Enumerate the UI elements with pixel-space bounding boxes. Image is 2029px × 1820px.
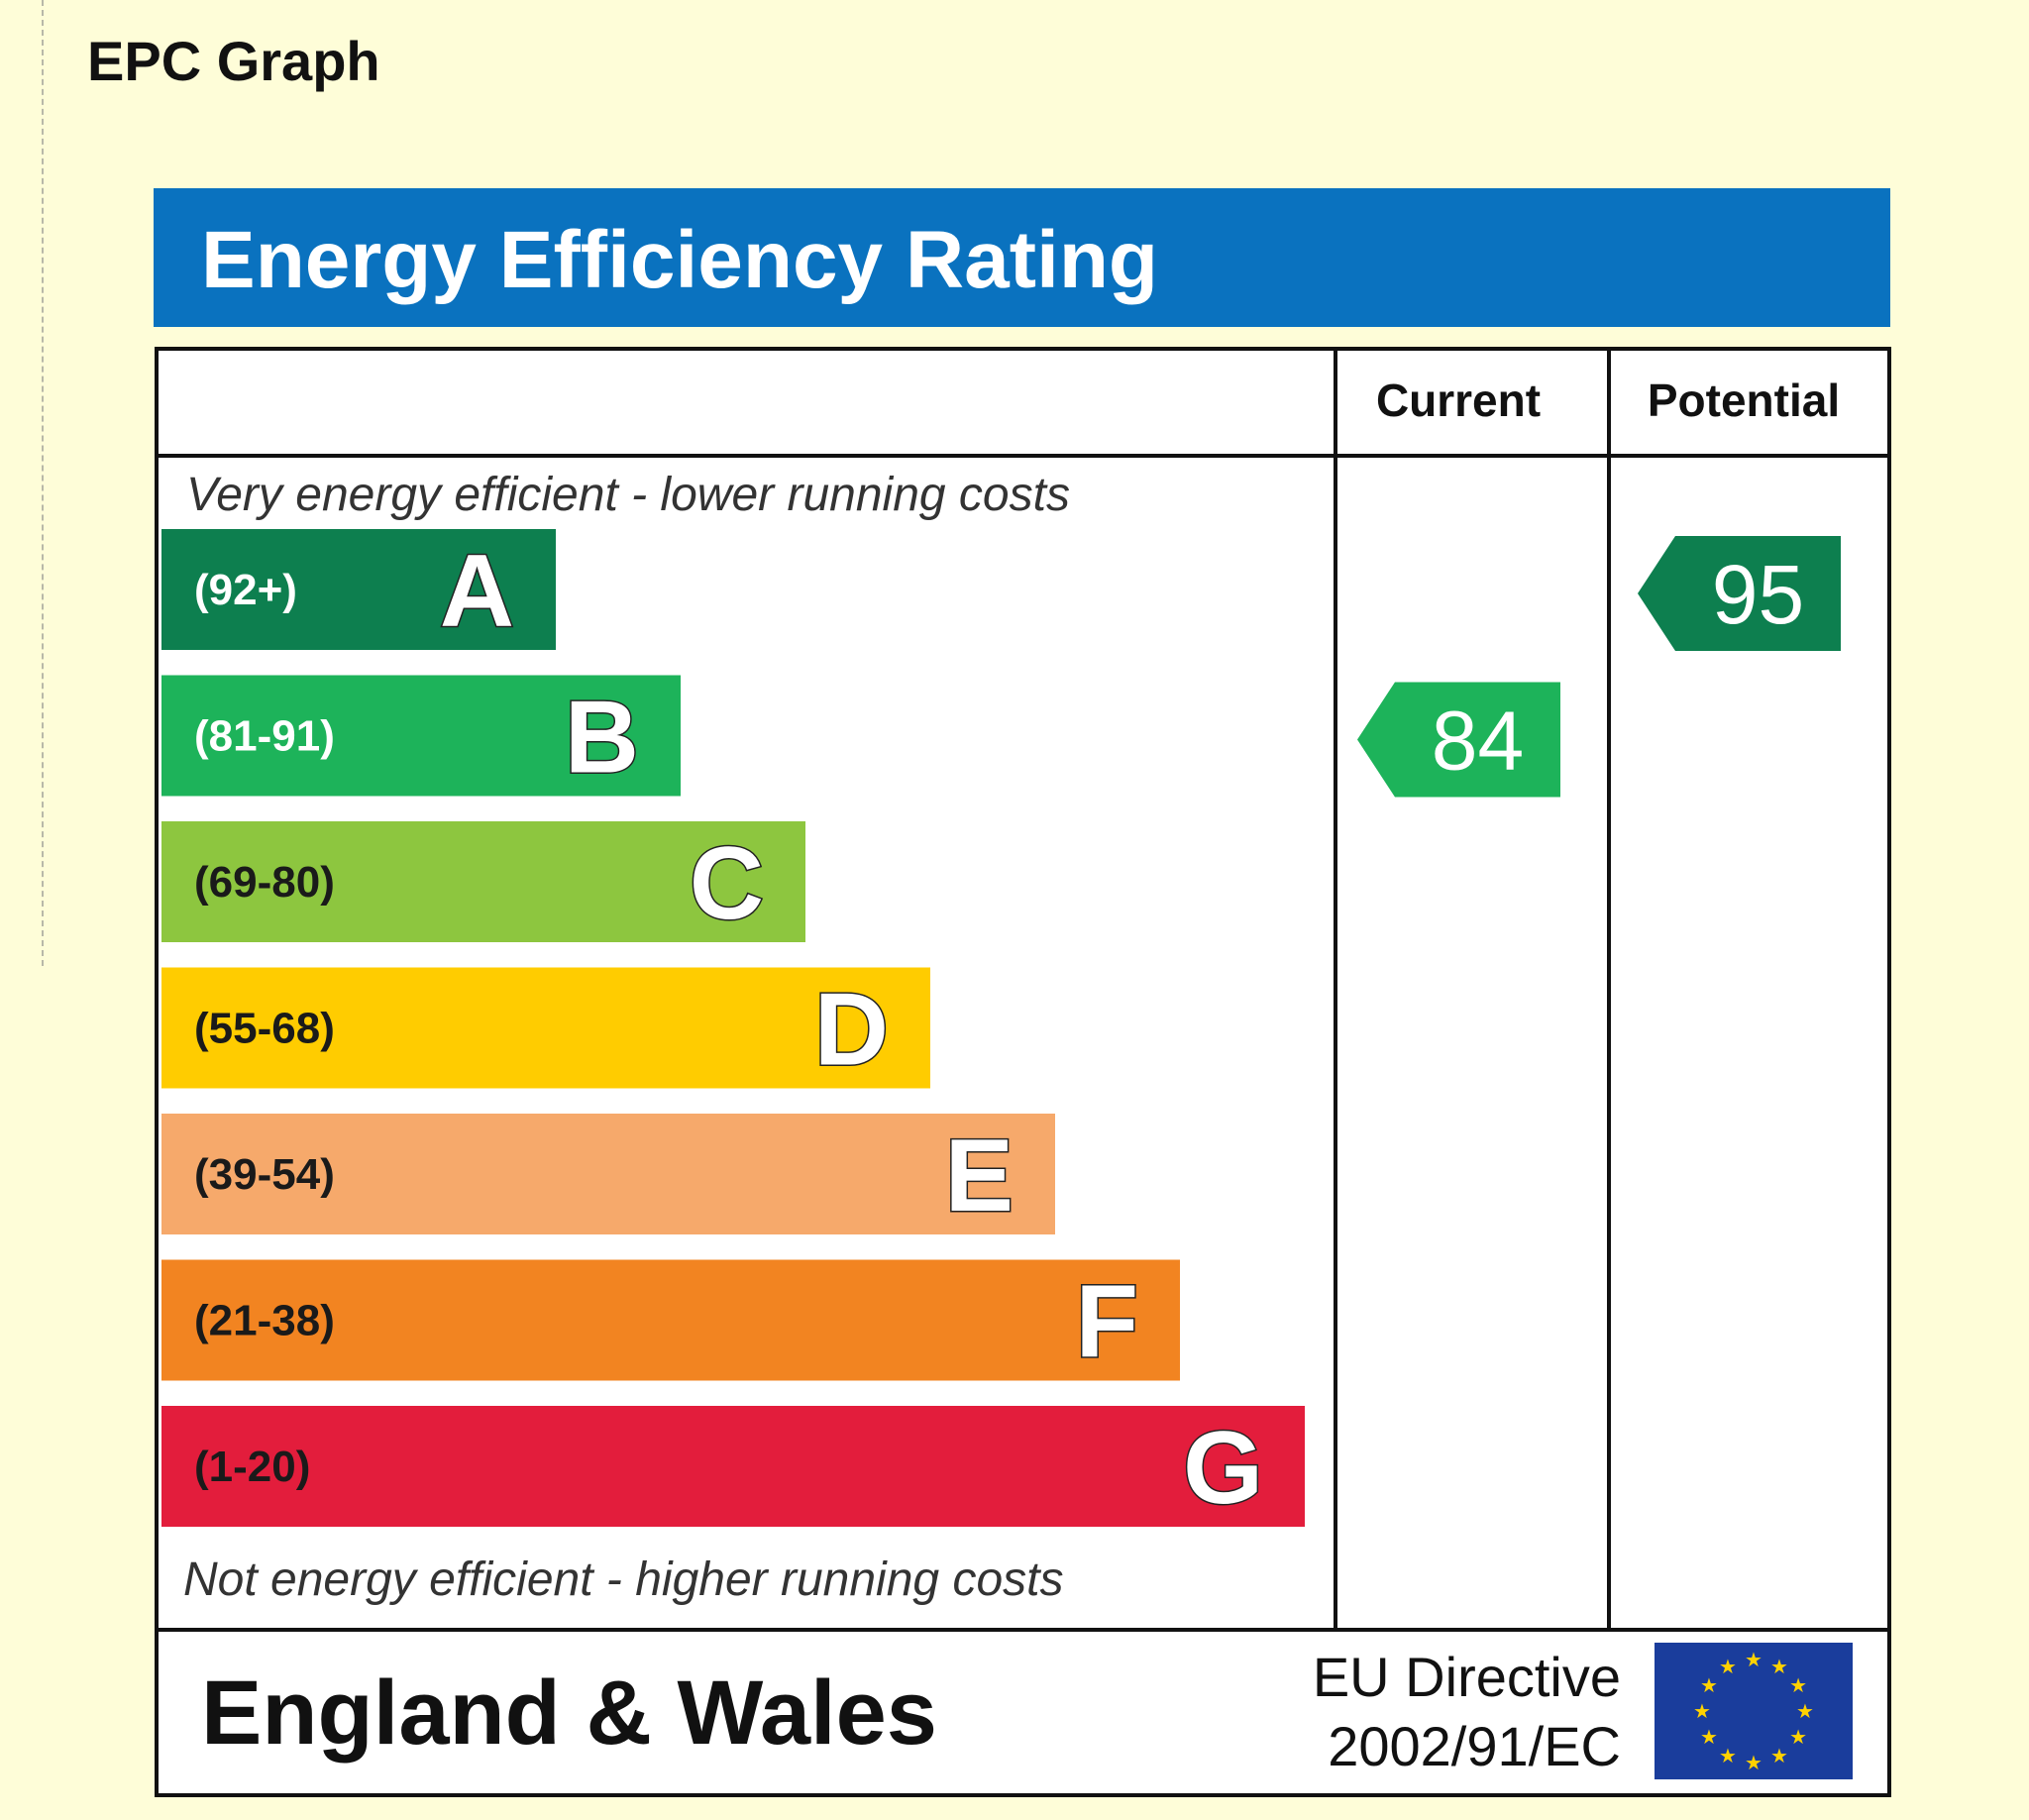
band-bar-c <box>161 821 805 942</box>
band-bar-d <box>161 967 930 1089</box>
region-label: England & Wales <box>201 1662 937 1764</box>
band-bar-b <box>161 675 681 797</box>
eu-star-icon: ★ <box>1789 1725 1807 1749</box>
rating-value-potential: 95 <box>1712 548 1804 641</box>
eu-star-icon: ★ <box>1770 1655 1788 1678</box>
bottom-note: Not energy efficient - higher running co… <box>183 1553 1063 1606</box>
band-range-g: (1-20) <box>194 1443 310 1491</box>
rating-arrows: 84 95 <box>1357 536 1841 798</box>
band-range-c: (69-80) <box>194 858 335 907</box>
band-bar-a <box>161 529 556 650</box>
band-letter-b: B <box>565 681 639 796</box>
band-letter-e: E <box>945 1119 1014 1233</box>
rating-arrow-potential <box>1638 536 1841 651</box>
rating-value-current: 84 <box>1432 695 1524 788</box>
rating-arrow-current <box>1357 682 1560 798</box>
band-range-d: (55-68) <box>194 1005 335 1053</box>
column-header-potential: Potential <box>1648 375 1840 426</box>
eu-star-icon: ★ <box>1700 1725 1718 1749</box>
rating-bands: (92+) A (81-91) B (69-80) C (55-68) D (39-54) E (2… <box>161 529 1305 1528</box>
eu-star-icon: ★ <box>1719 1655 1737 1678</box>
band-range-a: (92+) <box>194 566 297 614</box>
rating-banner <box>154 188 1890 327</box>
chart-title: Energy Efficiency Rating <box>201 215 1158 305</box>
page-title: EPC Graph <box>87 30 380 92</box>
eu-star-icon: ★ <box>1719 1744 1737 1767</box>
band-range-f: (21-38) <box>194 1297 335 1345</box>
band-bar-g <box>161 1406 1305 1527</box>
eu-flag <box>1655 1643 1853 1779</box>
band-bar-e <box>161 1114 1055 1234</box>
eu-star-icon: ★ <box>1789 1673 1807 1697</box>
eu-flag-stars: ★ ★★★★★★★★★★★ <box>1693 1648 1814 1774</box>
band-letter-f: F <box>1075 1265 1138 1380</box>
band-letter-d: D <box>814 973 889 1088</box>
band-letter-a: A <box>440 534 514 649</box>
eu-star-icon: ★ <box>1693 1699 1711 1723</box>
eu-star-icon: ★ <box>1700 1673 1718 1697</box>
directive-line-1: EU Directive <box>1313 1646 1621 1708</box>
column-header-current: Current <box>1376 375 1541 426</box>
band-range-b: (81-91) <box>194 712 335 761</box>
page-divider-dashed <box>42 0 44 966</box>
band-range-e: (39-54) <box>194 1150 335 1199</box>
eu-star-icon: ★ <box>1745 1751 1762 1774</box>
band-letter-c: C <box>690 826 764 941</box>
directive-line-2: 2002/91/EC <box>1328 1715 1621 1777</box>
eu-star-icon: ★ <box>1770 1744 1788 1767</box>
eu-star-icon: ★ <box>1796 1699 1814 1723</box>
band-bar-f <box>161 1259 1180 1381</box>
eu-star-icon: ★ <box>1745 1648 1762 1671</box>
band-letter-g: G <box>1183 1411 1263 1526</box>
top-note: Very energy efficient - lower running co… <box>186 469 1070 521</box>
